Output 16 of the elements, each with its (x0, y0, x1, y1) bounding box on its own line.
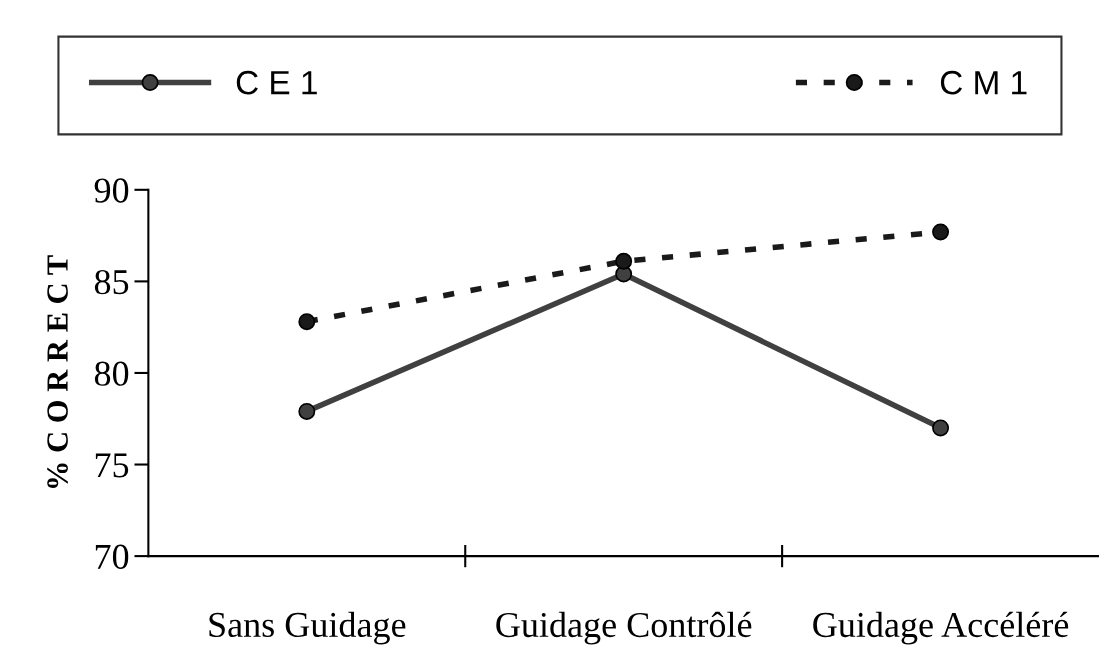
point (932, 223, 950, 241)
y-tick-label: 90 (94, 178, 129, 203)
legend-label: C E 1 (236, 70, 317, 95)
x-tick-label: Guidage Contrôlé (496, 611, 752, 645)
point (932, 419, 950, 437)
y-tick-label: 75 (95, 453, 129, 478)
x-tick-label: Sans Guidage (209, 611, 406, 645)
point (298, 313, 316, 331)
legend-label: C M 1 (940, 70, 1027, 95)
x-tick-label: Guidage Accéléré (813, 611, 1069, 645)
y-tick-label: 80 (94, 361, 129, 386)
y-axis-title: % C O R R E C T (47, 255, 68, 488)
point (615, 252, 633, 270)
y-tick-label: 70 (95, 544, 129, 569)
point (298, 402, 316, 420)
y-tick-label: 85 (94, 269, 129, 295)
